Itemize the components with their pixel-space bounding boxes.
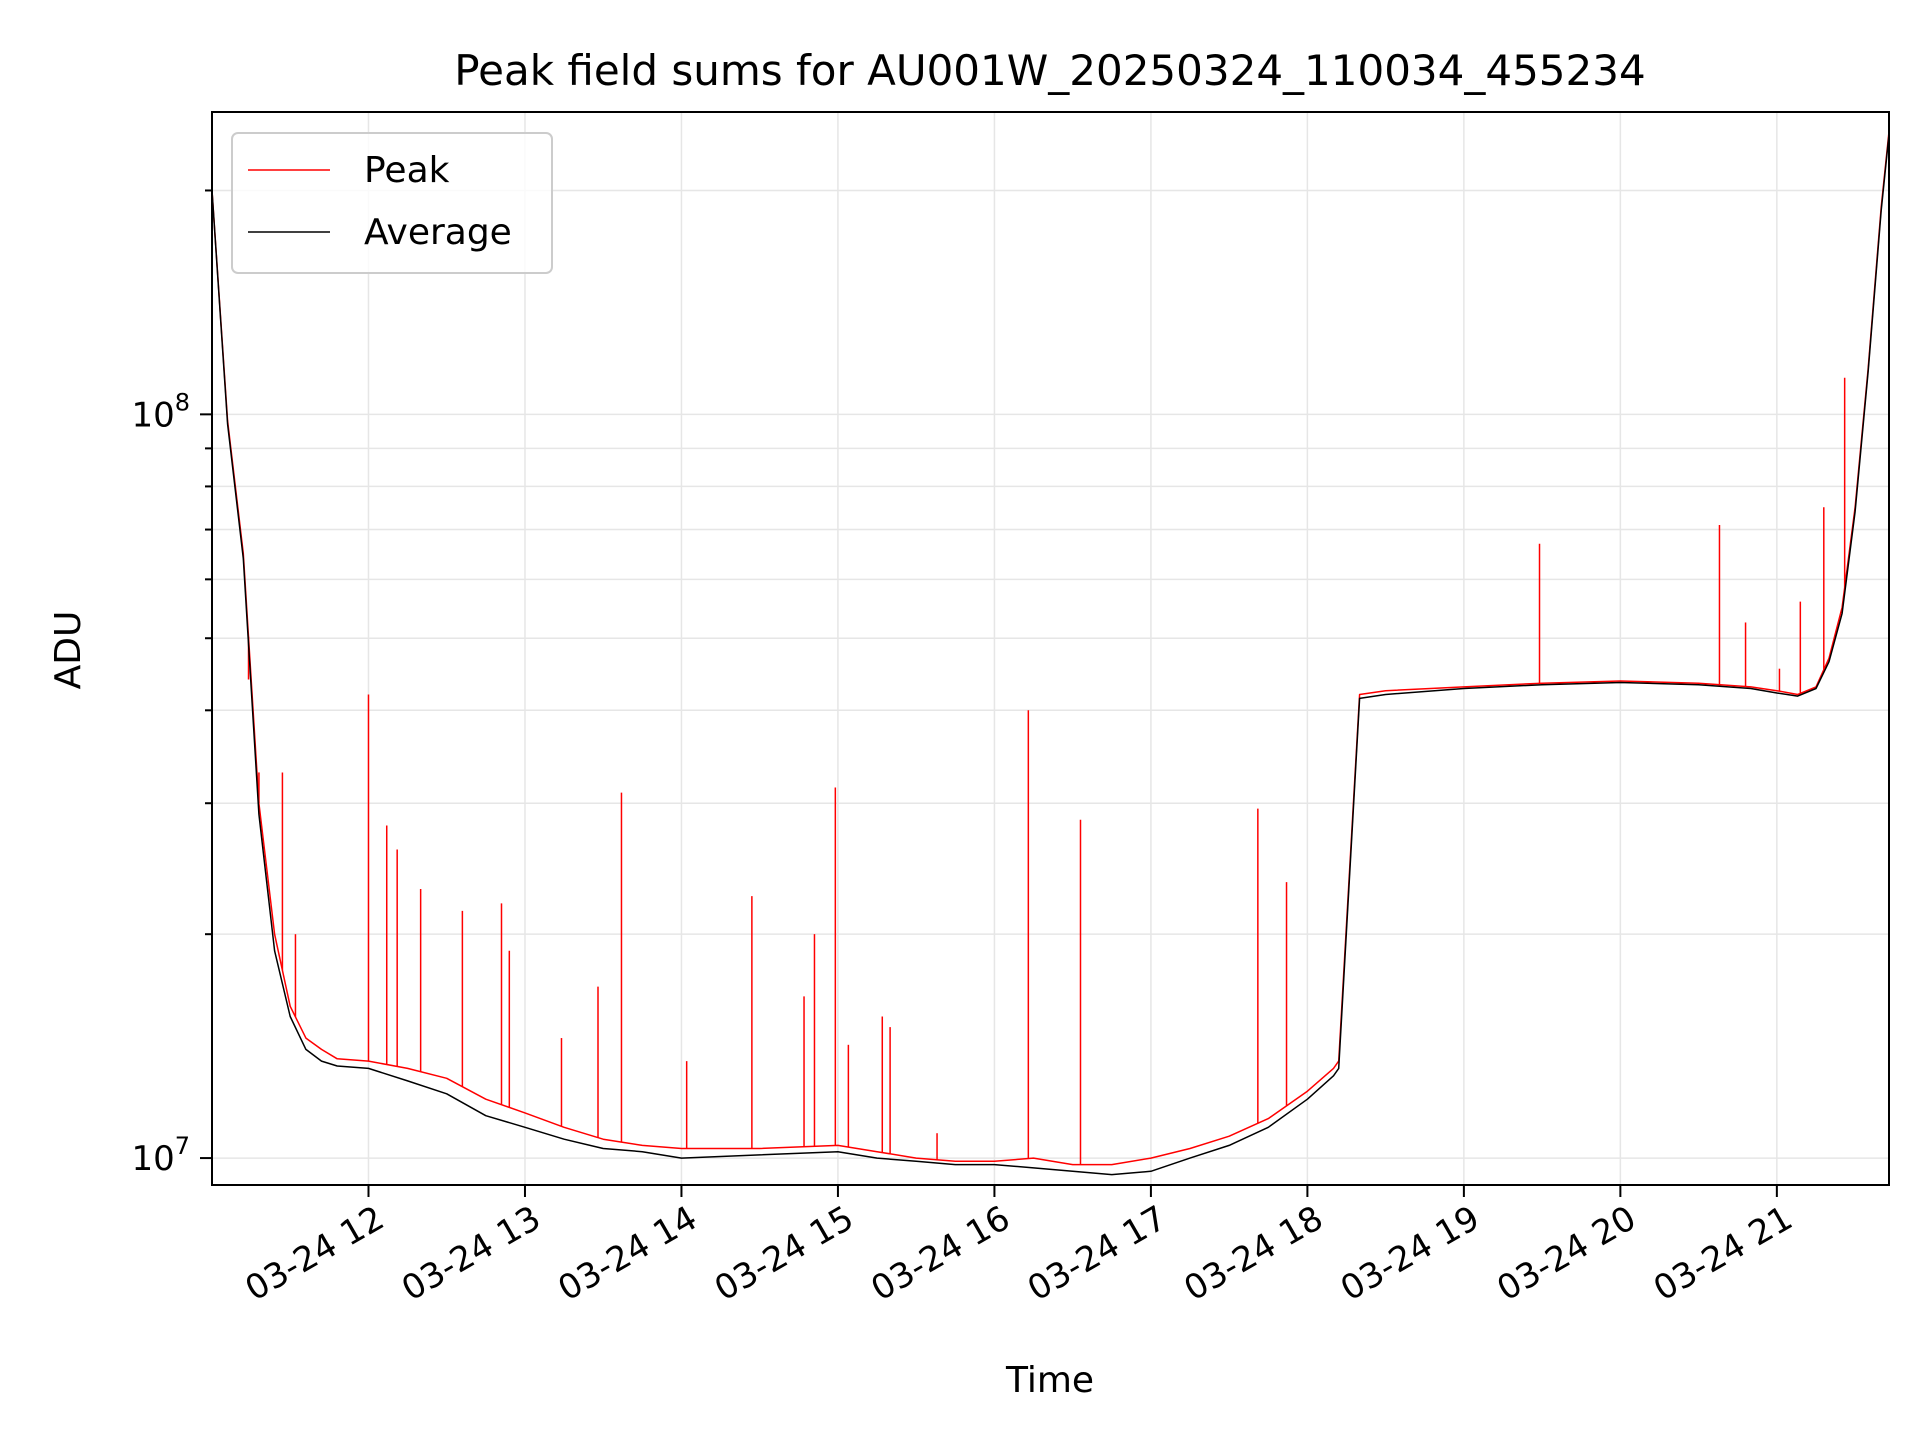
series-line-average bbox=[211, 134, 1890, 1176]
legend: Peak Average bbox=[231, 132, 553, 274]
y-axis-label: ADU bbox=[48, 611, 89, 690]
legend-label-peak: Peak bbox=[364, 150, 450, 191]
x-axis-label: Time bbox=[1005, 1360, 1094, 1401]
legend-box bbox=[231, 132, 553, 274]
y-tick-label-base: 10 bbox=[131, 395, 174, 435]
y-tick-label-exponent: 8 bbox=[175, 388, 190, 416]
legend-label-average: Average bbox=[364, 212, 512, 253]
y-tick-label: 107 bbox=[131, 1132, 190, 1179]
plot-frame bbox=[211, 111, 1890, 1186]
y-tick-label: 108 bbox=[131, 388, 190, 435]
series-layer bbox=[211, 131, 1890, 1176]
grid bbox=[212, 112, 1889, 1185]
series-line-peak bbox=[211, 131, 1890, 1166]
y-tick-label-base: 10 bbox=[131, 1139, 174, 1179]
y-tick-label-exponent: 7 bbox=[175, 1132, 190, 1160]
chart-title: Peak field sums for AU001W_20250324_1100… bbox=[454, 46, 1645, 95]
